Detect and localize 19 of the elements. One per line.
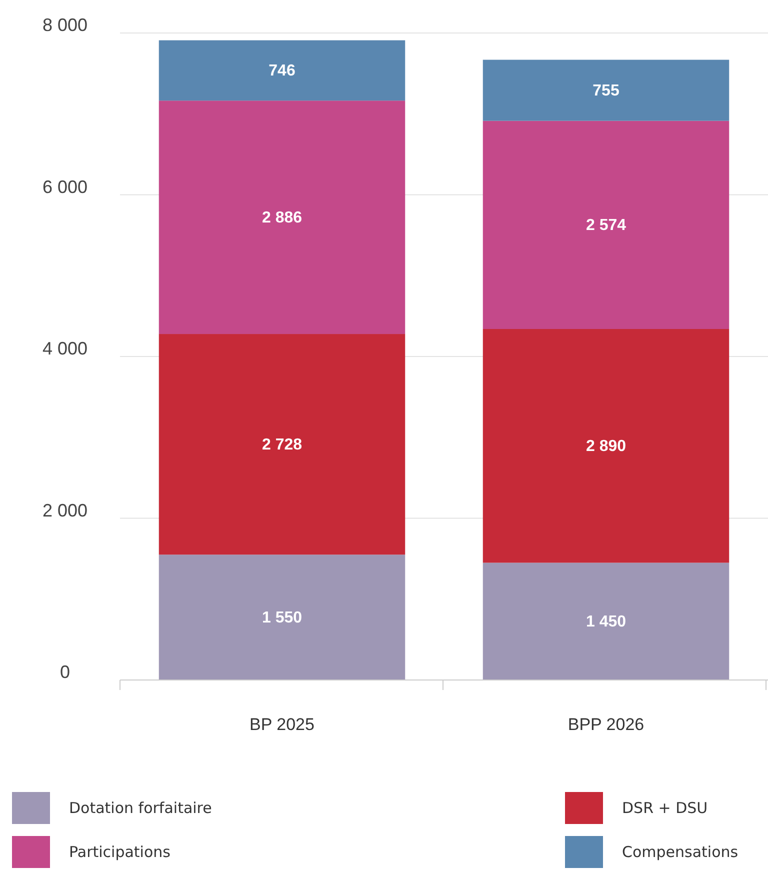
x-tick-label: BP 2025 [250,715,314,734]
y-tick-label: 2 000 [42,500,88,520]
legend-label: Compensations [622,843,738,861]
legend-label: DSR + DSU [622,799,708,817]
data-label: 2 574 [586,216,626,234]
data-label: 2 728 [262,436,302,454]
y-tick-label: 6 000 [42,176,88,197]
y-tick-label: 4 000 [42,338,88,358]
data-label: 1 550 [262,609,302,626]
data-label: 746 [268,62,296,80]
data-label: 2 886 [262,209,302,226]
x-tick-label: BPP 2026 [568,715,644,734]
legend-label: Dotation forfaitaire [69,799,212,817]
y-tick-label: 8 000 [42,15,88,35]
y-tick-label: 0 [60,662,70,682]
data-label: 2 890 [586,438,626,455]
data-label: 755 [592,82,620,100]
data-label: 1 450 [586,613,626,630]
legend-label: Participations [69,843,171,861]
